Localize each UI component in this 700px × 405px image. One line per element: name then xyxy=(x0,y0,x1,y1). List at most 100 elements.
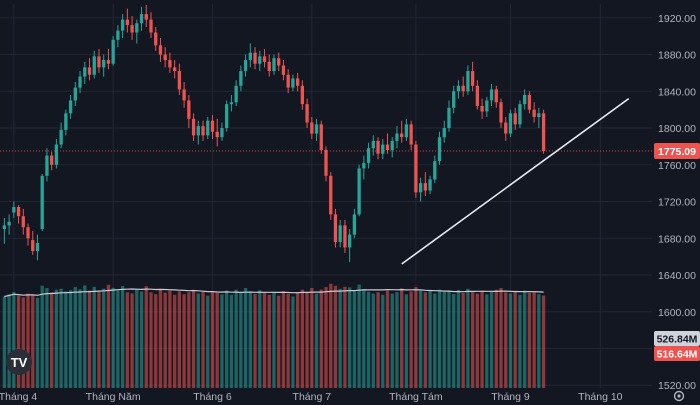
volume-bar xyxy=(286,293,290,388)
volume-bar xyxy=(456,289,461,388)
volume-bar xyxy=(45,287,49,388)
volume-bar xyxy=(513,291,517,388)
candle-body xyxy=(40,175,44,230)
volume-average-tag xyxy=(654,331,700,346)
candle-body xyxy=(409,124,413,145)
volume-bar xyxy=(111,287,115,388)
svg-text:TV: TV xyxy=(11,355,28,370)
x-tick-label: Tháng 6 xyxy=(193,391,232,403)
candle-body xyxy=(324,150,328,176)
candle-body xyxy=(295,78,300,86)
y-tick-label: 1600.00 xyxy=(658,307,696,319)
candle-body xyxy=(2,225,7,230)
volume-bar xyxy=(418,289,423,388)
volume-bar xyxy=(50,292,54,388)
candle-body xyxy=(343,225,347,248)
candle-body xyxy=(475,85,480,106)
candle-body xyxy=(201,126,205,136)
candle-body xyxy=(541,113,546,151)
volume-bar xyxy=(225,290,229,388)
volume-ma-layer xyxy=(4,288,544,298)
candle-body xyxy=(489,89,494,101)
volume-bar xyxy=(400,288,404,388)
candle-body xyxy=(225,104,229,129)
candle-body xyxy=(300,85,305,105)
candle-body xyxy=(45,155,49,176)
volume-bar xyxy=(187,292,191,388)
candle-body xyxy=(518,104,522,125)
volume-bar xyxy=(201,291,205,388)
candle-body xyxy=(177,71,182,90)
volume-bar xyxy=(239,292,243,388)
volume-bar xyxy=(295,292,300,388)
volume-bar xyxy=(272,291,276,388)
volume-bar xyxy=(102,288,106,388)
y-tick-label: 1520.00 xyxy=(658,380,696,392)
volume-bar xyxy=(366,291,371,388)
candle-body xyxy=(35,242,40,252)
candle-body xyxy=(196,126,200,136)
candle-body xyxy=(149,19,153,33)
candle-body xyxy=(418,183,423,193)
x-axis[interactable]: Tháng 4 Tháng Năm Tháng 6 Tháng 7 Tháng Tám T… xyxy=(0,391,623,403)
volume-bar xyxy=(253,293,257,388)
candle-body xyxy=(262,56,267,62)
candle-body xyxy=(461,85,465,92)
volume-bar xyxy=(428,290,432,388)
y-tick-label: 1840.00 xyxy=(658,86,696,98)
volume-bar xyxy=(305,291,309,388)
volume-bar xyxy=(475,293,480,388)
candle-body xyxy=(243,60,248,72)
candle-body xyxy=(338,225,342,242)
volume-bar xyxy=(196,293,200,388)
candle-body xyxy=(437,137,442,162)
candle-body xyxy=(21,216,25,228)
candle-body xyxy=(234,85,238,103)
candle-body xyxy=(470,71,475,86)
volume-bar xyxy=(234,289,238,388)
volume-bar xyxy=(206,295,210,388)
candle-body xyxy=(305,104,309,123)
candle-body xyxy=(12,207,16,213)
candle-body xyxy=(191,118,196,136)
candle-body xyxy=(144,14,148,20)
volume-bar xyxy=(130,293,134,388)
volume-bar xyxy=(527,292,532,388)
trendline[interactable] xyxy=(401,97,630,265)
volume-bar xyxy=(523,290,527,388)
candle-body xyxy=(59,129,63,145)
candle-body xyxy=(485,100,489,112)
candle-body xyxy=(456,85,461,92)
volume-bar xyxy=(537,294,541,388)
volume-bar xyxy=(437,289,442,388)
volume-bar xyxy=(281,291,286,388)
settings-gear-icon[interactable] xyxy=(673,390,685,402)
candle-body xyxy=(215,131,219,138)
candle-body xyxy=(206,120,210,136)
volume-bar xyxy=(338,288,342,388)
candle-body xyxy=(314,124,319,134)
volume-bar xyxy=(466,288,470,388)
volume-bar xyxy=(262,292,267,388)
candle-body xyxy=(352,214,357,235)
candle-body xyxy=(513,113,517,125)
volume-bar xyxy=(215,293,219,388)
candle-body xyxy=(537,113,541,117)
candle-body xyxy=(452,91,456,108)
volume-bar xyxy=(59,288,63,388)
volume-bar xyxy=(447,290,451,388)
candle-body xyxy=(73,87,77,101)
volume-bar xyxy=(248,291,252,388)
volume-bar xyxy=(319,289,323,388)
candle-body xyxy=(26,227,30,239)
y-tick-label: 1880.00 xyxy=(658,50,696,62)
volume-bar xyxy=(395,292,399,388)
candle-body xyxy=(154,32,158,46)
tradingview-logo[interactable]: TV xyxy=(6,349,32,375)
y-axis[interactable]: 1920.00 1880.00 1840.00 1800.00 1760.00 1720.… xyxy=(658,13,696,392)
volume-bar xyxy=(291,296,295,388)
volume-bar xyxy=(97,291,101,388)
candle-body xyxy=(400,133,404,138)
